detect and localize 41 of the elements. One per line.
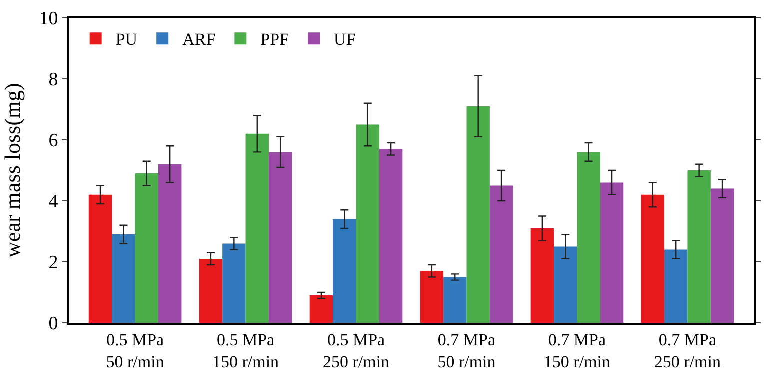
bar (600, 182, 624, 323)
legend-label: UF (334, 30, 356, 50)
bar (710, 188, 734, 323)
bar (664, 250, 688, 323)
bar (88, 194, 112, 323)
legend-label: PU (116, 30, 138, 50)
bar (490, 186, 514, 323)
bar (222, 244, 246, 323)
y-tick-label: 0 (48, 314, 58, 335)
bar (577, 152, 600, 323)
legend-label: ARF (182, 30, 216, 50)
bar (641, 194, 665, 323)
y-axis-title: wear mass loss(mg) (0, 83, 25, 258)
y-tick-label: 8 (48, 70, 58, 91)
x-tick-label: 0.5 MPa 50 r/min (106, 330, 165, 372)
y-tick-label: 10 (39, 8, 58, 30)
x-tick-label: 0.5 MPa 150 r/min (212, 330, 280, 372)
bar (135, 174, 158, 323)
bar (420, 271, 444, 323)
x-tick-label: 0.7 MPa 50 r/min (438, 330, 496, 372)
x-tick-label: 0.7 MPa 250 r/min (654, 330, 722, 372)
bar (530, 228, 554, 323)
x-tick-label: 0.5 MPa 250 r/min (322, 330, 390, 372)
y-tick-label: 4 (48, 192, 59, 213)
bar (199, 258, 223, 323)
y-tick-label: 2 (48, 252, 58, 274)
y-tick-label: 6 (48, 130, 58, 152)
bar (688, 170, 711, 323)
bar (246, 134, 269, 323)
bar (356, 124, 380, 323)
bar (268, 152, 292, 323)
bar (158, 164, 182, 323)
bar (310, 296, 334, 323)
bar (333, 219, 356, 323)
bar (554, 246, 578, 323)
bar (112, 234, 136, 323)
bar (444, 277, 467, 323)
bar (379, 149, 403, 323)
legend-label: PPF (260, 30, 290, 50)
x-tick-label: 0.7 MPa 150 r/min (544, 330, 612, 372)
bar (466, 106, 490, 323)
